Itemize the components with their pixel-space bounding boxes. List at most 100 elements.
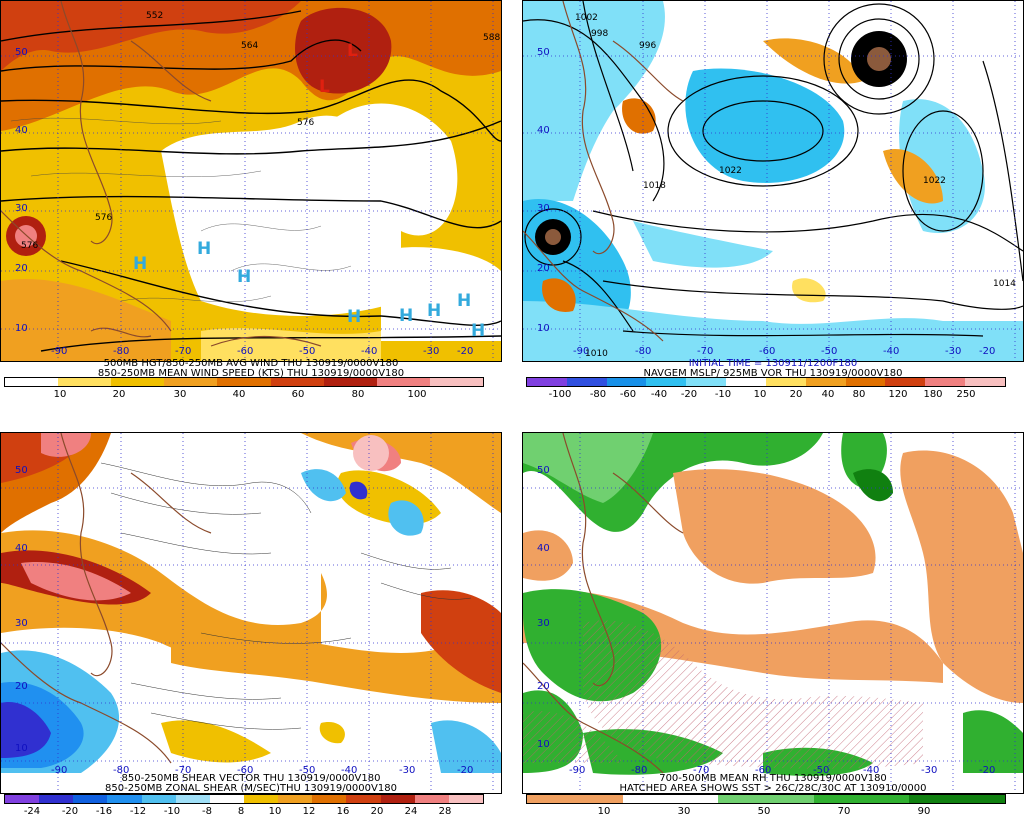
colorbar-swatch [39,795,74,803]
lon-label: -60 [237,346,254,357]
lat-label: 30 [537,618,550,629]
contour-label: 1002 [575,13,598,23]
lon-label: -90 [51,765,68,776]
high-pressure-marker: H [237,267,252,287]
colorbar-swatch [909,795,1005,803]
map-subtitle: 850-250MB MEAN WIND SPEED (KTS) THU 1309… [97,368,405,379]
colorbar-tick: 60 [291,389,305,400]
contour-label: 1022 [719,166,742,176]
lon-label: -40 [361,346,378,357]
contour-label: 998 [591,29,609,39]
map-title: 500MB HGT/850-250MB AVG WIND THU 130919/… [103,358,399,369]
lat-label: 40 [15,125,28,136]
colorbar-swatch [845,378,886,386]
colorbar-tick: -40 [650,389,668,400]
lat-label: 20 [537,263,550,274]
colorbar-swatch [965,378,1005,386]
colorbar-tick: -20 [61,806,79,817]
lon-label: -30 [945,346,962,357]
lon-label: -80 [631,765,648,776]
contour-label: 1022 [923,176,946,186]
colorbar-tick: 100 [407,389,427,400]
lon-label: -80 [113,765,130,776]
colorbar-swatch [73,795,108,803]
colorbar-tick: 90 [917,806,931,817]
colorbar-tick: 120 [888,389,908,400]
colorbar-tick: -24 [23,806,41,817]
high-pressure-marker: H [347,307,362,327]
colorbar [4,794,484,804]
colorbar-tick: -10 [714,389,732,400]
lat-label: 50 [537,47,550,58]
lon-label: -40 [341,765,358,776]
lon-label: -20 [979,765,996,776]
lon-label: -80 [635,346,652,357]
colorbar-tick: 24 [404,806,418,817]
colorbar-swatch [278,795,313,803]
lon-label: -50 [821,346,838,357]
colorbar-swatch [346,795,381,803]
colorbar-swatch [622,795,719,803]
contour-label: 1010 [585,349,608,359]
lon-label: -30 [423,346,440,357]
lat-label: 40 [15,543,28,554]
colorbar-swatch [5,378,59,386]
panel-relative-humidity: 50 40 30 20 10 -90 -80 -70 -60 -50 -40 -… [522,432,1024,832]
lat-label: 50 [15,47,28,58]
high-pressure-marker: H [133,254,148,274]
lon-label: -20 [457,765,474,776]
colorbar-tick: 16 [336,806,350,817]
colorbar-ticks: 10 20 30 40 60 80 100 [4,389,484,400]
map-title: 850-250MB SHEAR VECTOR THU 130919/0000V1… [121,773,381,784]
colorbar [526,377,1006,387]
lon-label: -70 [697,346,714,357]
colorbar-tick: 28 [438,806,452,817]
colorbar-swatch [527,795,623,803]
lat-label: 30 [537,203,550,214]
colorbar-swatch [58,378,112,386]
colorbar-swatch [686,378,727,386]
lat-label: 20 [15,263,28,274]
colorbar-swatch [243,795,279,803]
colorbar-tick: 20 [370,806,384,817]
colorbar-tick: -8 [202,806,212,817]
contour-label: 588 [483,33,501,43]
map-frame: 50 40 30 20 10 -90 -80 -70 -60 -50 -40 -… [0,432,502,794]
colorbar-swatch [429,378,483,386]
lon-label: -40 [883,346,900,357]
contour-label: 996 [639,41,657,51]
colorbar-tick: 180 [923,389,943,400]
colorbar-tick: -10 [163,806,181,817]
colorbar-tick: 80 [351,389,365,400]
colorbar-swatch [813,795,910,803]
colorbar-swatch [323,378,377,386]
colorbar-swatch [141,795,176,803]
lon-label: -70 [175,765,192,776]
lat-label: 10 [537,323,550,334]
colorbar-tick: -80 [589,389,607,400]
colorbar-tick: 80 [852,389,866,400]
map-title: INITIAL TIME = 130911/1200F180 [688,358,858,369]
colorbar-tick: 12 [302,806,316,817]
lon-label: -60 [237,765,254,776]
colorbar-tick: 40 [821,389,835,400]
lon-label: -50 [813,765,830,776]
lat-label: 20 [537,681,550,692]
lon-label: -30 [921,765,938,776]
lon-label: -20 [457,346,474,357]
colorbar-swatch [646,378,687,386]
colorbar-tick: 250 [956,389,976,400]
high-pressure-marker: H [197,239,212,259]
colorbar-ticks: -24 -20 -16 -12 -10 -8 8 10 12 16 20 24 … [4,806,484,817]
colorbar-tick: 50 [757,806,771,817]
low-pressure-marker: L [347,41,358,61]
colorbar-swatch [414,795,449,803]
colorbar-swatch [765,378,806,386]
colorbar-tick: 40 [232,389,246,400]
contour-label: 564 [241,41,259,51]
colorbar-swatch [527,378,567,386]
panel-wind-500mb: 50 40 30 20 10 -90 -80 -70 -60 -50 -40 -… [0,0,502,400]
map-subtitle: HATCHED AREA SHOWS SST > 26C/28C/30C AT … [619,783,927,794]
lat-label: 40 [537,125,550,136]
lat-label: 40 [537,543,550,554]
